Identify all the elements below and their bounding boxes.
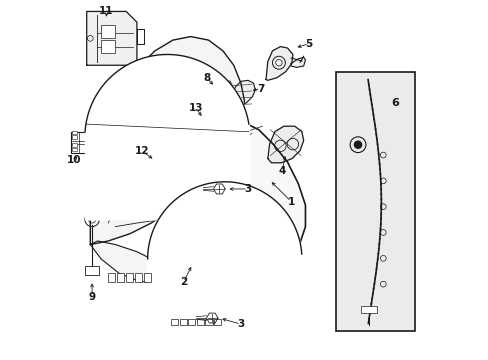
Polygon shape (151, 126, 208, 216)
Text: 13: 13 (188, 103, 203, 113)
Text: 11: 11 (99, 6, 113, 17)
Polygon shape (171, 202, 212, 270)
Bar (214, 319, 221, 325)
Polygon shape (206, 313, 218, 323)
Text: 3: 3 (237, 319, 244, 329)
Polygon shape (265, 46, 292, 80)
Text: 3: 3 (244, 184, 251, 194)
Bar (117, 273, 123, 282)
Text: 7: 7 (256, 84, 264, 94)
Circle shape (354, 141, 361, 148)
Text: 2: 2 (180, 277, 187, 287)
Text: 10: 10 (67, 155, 81, 165)
Polygon shape (267, 126, 303, 163)
Bar (72, 135, 77, 139)
Text: 12: 12 (135, 146, 149, 156)
Bar (108, 273, 115, 282)
Bar (171, 319, 178, 325)
Text: 5: 5 (305, 39, 312, 49)
Text: 1: 1 (287, 197, 294, 207)
Polygon shape (230, 80, 255, 108)
Polygon shape (194, 116, 218, 135)
Polygon shape (199, 79, 233, 104)
Bar (101, 25, 115, 38)
Text: 9: 9 (88, 292, 96, 302)
Circle shape (184, 113, 189, 118)
Circle shape (211, 89, 216, 94)
Polygon shape (86, 12, 137, 65)
Bar (196, 319, 203, 325)
Polygon shape (147, 182, 301, 338)
Bar (144, 273, 150, 282)
Bar (101, 40, 115, 53)
Polygon shape (90, 241, 158, 284)
Bar (188, 319, 195, 325)
Bar (72, 131, 77, 134)
Bar (361, 306, 376, 314)
Polygon shape (162, 123, 305, 327)
Polygon shape (213, 184, 224, 194)
Bar (72, 143, 77, 147)
Bar (126, 273, 132, 282)
Polygon shape (215, 120, 233, 132)
Polygon shape (290, 57, 305, 67)
Text: 4: 4 (278, 166, 285, 176)
Bar (179, 319, 186, 325)
Polygon shape (90, 37, 244, 244)
Bar (85, 266, 99, 275)
Text: 8: 8 (203, 73, 210, 83)
Text: 6: 6 (390, 98, 398, 108)
Bar (135, 273, 142, 282)
Bar (72, 148, 77, 151)
Bar (205, 319, 212, 325)
Bar (335, 72, 414, 330)
